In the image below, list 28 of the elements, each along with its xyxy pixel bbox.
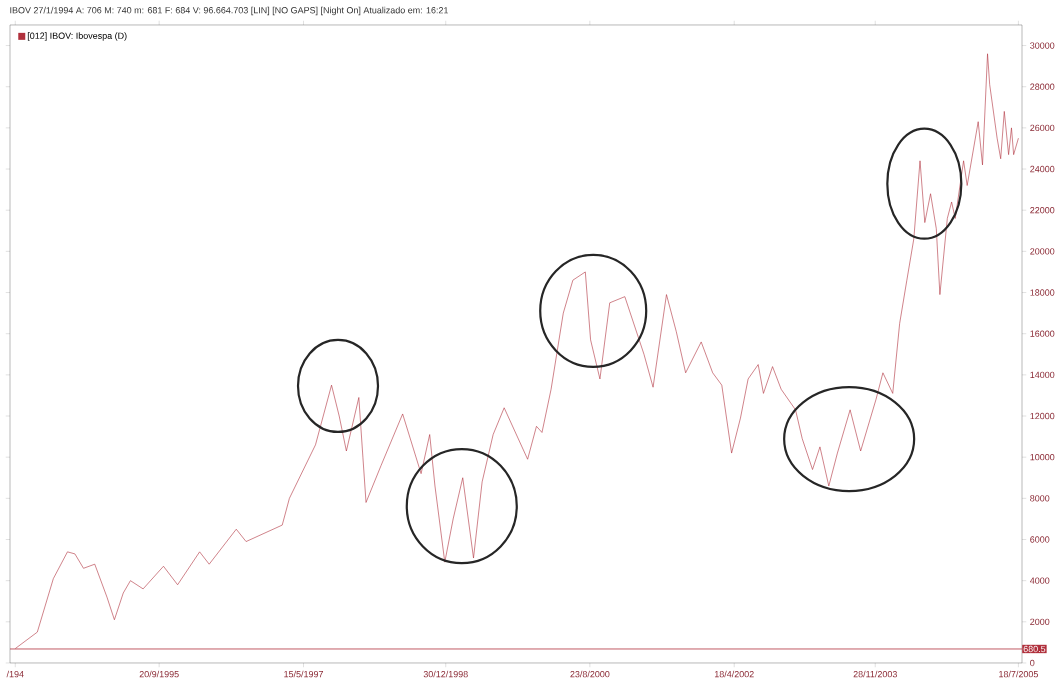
y-tick-label: 8000 bbox=[1030, 495, 1050, 502]
y-tick-label: 16000 bbox=[1030, 330, 1055, 337]
x-tick-label: 30/12/1998 bbox=[423, 670, 468, 678]
y-tick-label: 18000 bbox=[1030, 289, 1055, 296]
y-tick-label: 4000 bbox=[1029, 577, 1050, 584]
line-series bbox=[14, 53, 1019, 649]
x-tick-label: 23/8/2000 bbox=[570, 670, 610, 678]
chart-title: IBOV 27/1/1994 A: 706 M: 740 m: 681 F: 684 V: 96.664.703 [LIN] [NO GAPS] [Night On] Atualizado em: 16:21 bbox=[10, 6, 448, 16]
ref-line-label: 680.5 bbox=[1023, 645, 1046, 653]
legend-label: [012] IBOV: Ibovespa (D) bbox=[27, 32, 127, 41]
x-tick-label: 20/9/1995 bbox=[139, 670, 179, 678]
y-tick-label: 12000 bbox=[1030, 412, 1055, 420]
y-tick-label: 0 bbox=[1030, 659, 1035, 667]
x-tick-label: 28/11/2003 bbox=[853, 670, 897, 678]
x-tick-label: 18/7/2005 bbox=[999, 670, 1038, 678]
y-tick-label: 20000 bbox=[1030, 248, 1055, 255]
x-tick-label: 18/4/2002 bbox=[714, 670, 754, 678]
y-tick-label: 14000 bbox=[1030, 371, 1055, 379]
y-tick-label: 28000 bbox=[1030, 83, 1055, 90]
y-tick-label: 24000 bbox=[1030, 165, 1055, 173]
y-tick-label: 22000 bbox=[1030, 207, 1055, 214]
x-tick-label: /194 bbox=[6, 670, 24, 678]
y-tick-label: 26000 bbox=[1030, 124, 1055, 132]
y-tick-label: 6000 bbox=[1030, 536, 1050, 543]
y-tick-label: 30000 bbox=[1030, 42, 1055, 49]
x-tick-label: 15/5/1997 bbox=[284, 670, 324, 678]
y-tick-label: 10000 bbox=[1030, 454, 1055, 461]
y-tick-label: 2000 bbox=[1030, 618, 1050, 625]
